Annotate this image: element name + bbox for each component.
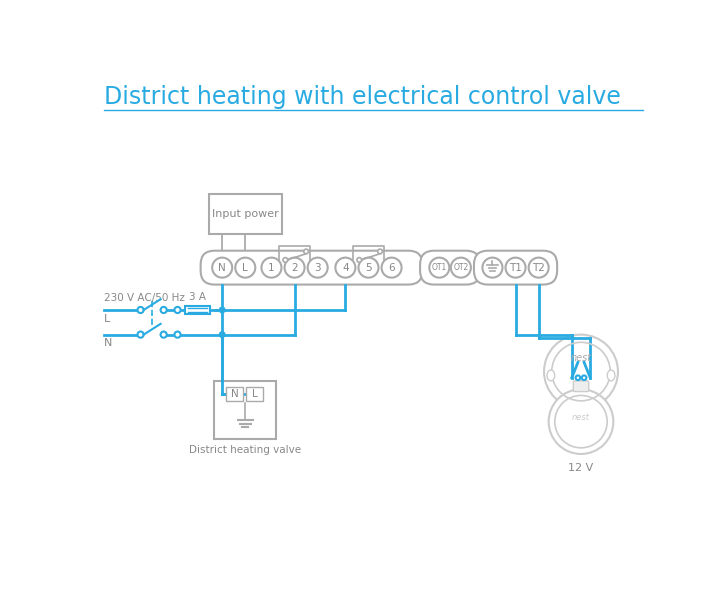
Text: 230 V AC/50 Hz: 230 V AC/50 Hz [103, 293, 184, 303]
Circle shape [378, 249, 382, 254]
Circle shape [218, 307, 226, 314]
Circle shape [235, 258, 256, 277]
Text: Input power: Input power [212, 208, 279, 219]
Text: District heating with electrical control valve: District heating with electrical control… [103, 85, 620, 109]
FancyBboxPatch shape [215, 381, 276, 439]
Circle shape [483, 258, 502, 277]
Circle shape [212, 258, 232, 277]
Circle shape [451, 258, 471, 277]
Circle shape [576, 375, 580, 380]
Circle shape [582, 375, 586, 380]
Text: OT1: OT1 [432, 263, 447, 272]
Ellipse shape [547, 370, 555, 381]
Circle shape [138, 307, 143, 313]
Circle shape [285, 258, 304, 277]
Circle shape [336, 258, 355, 277]
Circle shape [261, 258, 282, 277]
Text: 3 A: 3 A [189, 292, 206, 302]
Text: OT2: OT2 [454, 263, 469, 272]
Circle shape [175, 331, 181, 338]
Text: 2: 2 [291, 263, 298, 273]
Circle shape [549, 389, 614, 454]
Circle shape [544, 334, 618, 409]
FancyBboxPatch shape [226, 387, 243, 401]
Circle shape [381, 258, 402, 277]
Circle shape [161, 307, 167, 313]
FancyBboxPatch shape [185, 306, 210, 314]
Text: 3: 3 [314, 263, 321, 273]
Circle shape [218, 331, 226, 338]
Text: 12 V: 12 V [569, 463, 593, 473]
Circle shape [283, 258, 288, 262]
FancyBboxPatch shape [209, 194, 282, 234]
Circle shape [529, 258, 549, 277]
Text: 6: 6 [388, 263, 395, 273]
Text: nest: nest [572, 413, 590, 422]
Circle shape [138, 331, 143, 338]
Circle shape [175, 307, 181, 313]
FancyBboxPatch shape [574, 381, 589, 391]
Text: L: L [242, 263, 248, 273]
FancyBboxPatch shape [474, 251, 557, 285]
Text: T1: T1 [509, 263, 522, 273]
FancyBboxPatch shape [420, 251, 480, 285]
Text: T2: T2 [532, 263, 545, 273]
FancyBboxPatch shape [201, 251, 422, 285]
FancyBboxPatch shape [246, 387, 263, 401]
Text: N: N [218, 263, 226, 273]
Text: 4: 4 [342, 263, 349, 273]
Text: nest: nest [571, 353, 592, 363]
Text: N: N [103, 339, 112, 349]
Circle shape [308, 258, 328, 277]
Circle shape [505, 258, 526, 277]
Circle shape [304, 249, 309, 254]
Circle shape [161, 331, 167, 338]
Text: 5: 5 [365, 263, 372, 273]
Text: L: L [252, 389, 258, 399]
Text: District heating valve: District heating valve [189, 445, 301, 455]
Ellipse shape [607, 370, 615, 381]
Circle shape [357, 258, 362, 262]
Text: L: L [103, 314, 110, 324]
Text: N: N [231, 389, 238, 399]
Text: 1: 1 [268, 263, 274, 273]
Circle shape [430, 258, 449, 277]
Circle shape [358, 258, 379, 277]
